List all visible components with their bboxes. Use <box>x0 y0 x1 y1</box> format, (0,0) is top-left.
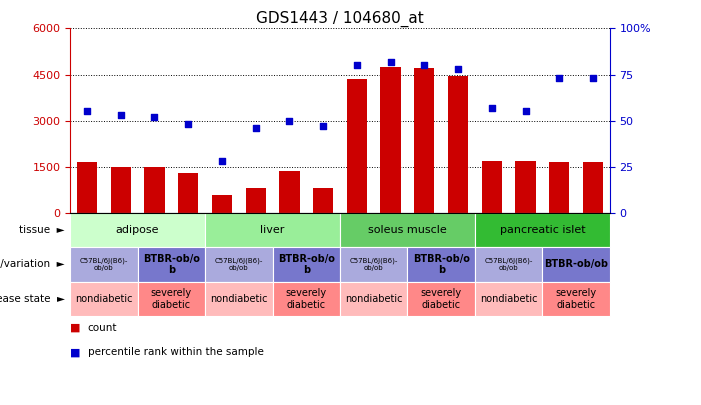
Bar <box>543 281 610 316</box>
Text: C57BL/6J(B6)-
ob/ob: C57BL/6J(B6)- ob/ob <box>215 258 263 271</box>
Text: BTBR-ob/o
b: BTBR-ob/o b <box>278 254 334 275</box>
Text: genotype/variation  ►: genotype/variation ► <box>0 260 64 269</box>
Text: soleus muscle: soleus muscle <box>368 225 447 235</box>
Bar <box>70 281 137 316</box>
Text: percentile rank within the sample: percentile rank within the sample <box>88 347 264 357</box>
Point <box>385 58 396 65</box>
Text: nondiabetic: nondiabetic <box>210 294 268 304</box>
Bar <box>340 281 407 316</box>
Bar <box>70 213 205 247</box>
Bar <box>205 247 273 281</box>
Title: GDS1443 / 104680_at: GDS1443 / 104680_at <box>256 11 424 27</box>
Point <box>81 108 93 115</box>
Bar <box>273 281 340 316</box>
Point <box>115 112 126 118</box>
Text: pancreatic islet: pancreatic islet <box>500 225 585 235</box>
Point <box>318 123 329 130</box>
Point <box>149 114 160 120</box>
Text: adipose: adipose <box>116 225 159 235</box>
Point <box>418 62 430 68</box>
Text: C57BL/6J(B6)-
ob/ob: C57BL/6J(B6)- ob/ob <box>484 258 533 271</box>
Text: disease state  ►: disease state ► <box>0 294 64 304</box>
Bar <box>273 247 340 281</box>
Point <box>554 75 565 81</box>
Point <box>520 108 531 115</box>
Text: severely
diabetic: severely diabetic <box>151 288 192 309</box>
Point <box>250 125 261 131</box>
Bar <box>144 167 165 213</box>
Bar <box>340 213 475 247</box>
Text: ■: ■ <box>70 323 81 333</box>
Bar <box>475 281 543 316</box>
Point <box>182 121 193 128</box>
Bar <box>340 247 407 281</box>
Bar <box>549 162 569 213</box>
Point <box>351 62 362 68</box>
Text: tissue  ►: tissue ► <box>19 225 64 235</box>
Bar <box>407 247 475 281</box>
Bar <box>70 247 137 281</box>
Text: C57BL/6J(B6)-
ob/ob: C57BL/6J(B6)- ob/ob <box>80 258 128 271</box>
Bar <box>178 173 198 213</box>
Bar <box>583 162 603 213</box>
Text: liver: liver <box>260 225 285 235</box>
Bar <box>482 161 502 213</box>
Bar <box>205 213 340 247</box>
Bar <box>111 167 131 213</box>
Text: nondiabetic: nondiabetic <box>75 294 132 304</box>
Bar <box>205 281 273 316</box>
Text: severely
diabetic: severely diabetic <box>421 288 462 309</box>
Bar <box>212 194 232 213</box>
Bar <box>381 67 401 213</box>
Bar <box>245 188 266 213</box>
Bar <box>77 162 97 213</box>
Bar <box>279 171 299 213</box>
Bar <box>137 247 205 281</box>
Bar <box>137 281 205 316</box>
Text: nondiabetic: nondiabetic <box>345 294 402 304</box>
Bar <box>407 281 475 316</box>
Text: severely
diabetic: severely diabetic <box>286 288 327 309</box>
Bar <box>515 161 536 213</box>
Text: C57BL/6J(B6)-
ob/ob: C57BL/6J(B6)- ob/ob <box>350 258 398 271</box>
Bar <box>347 79 367 213</box>
Point <box>486 104 498 111</box>
Text: BTBR-ob/o
b: BTBR-ob/o b <box>413 254 470 275</box>
Text: count: count <box>88 323 117 333</box>
Text: BTBR-ob/o
b: BTBR-ob/o b <box>143 254 200 275</box>
Text: severely
diabetic: severely diabetic <box>556 288 597 309</box>
Bar <box>475 247 543 281</box>
Bar <box>448 76 468 213</box>
Point <box>284 117 295 124</box>
Point <box>217 158 228 164</box>
Text: BTBR-ob/ob: BTBR-ob/ob <box>544 260 608 269</box>
Bar <box>543 247 610 281</box>
Point <box>587 75 599 81</box>
Text: nondiabetic: nondiabetic <box>480 294 538 304</box>
Bar <box>475 213 610 247</box>
Text: ■: ■ <box>70 347 81 357</box>
Bar <box>313 188 333 213</box>
Bar <box>414 68 435 213</box>
Point <box>452 66 463 72</box>
